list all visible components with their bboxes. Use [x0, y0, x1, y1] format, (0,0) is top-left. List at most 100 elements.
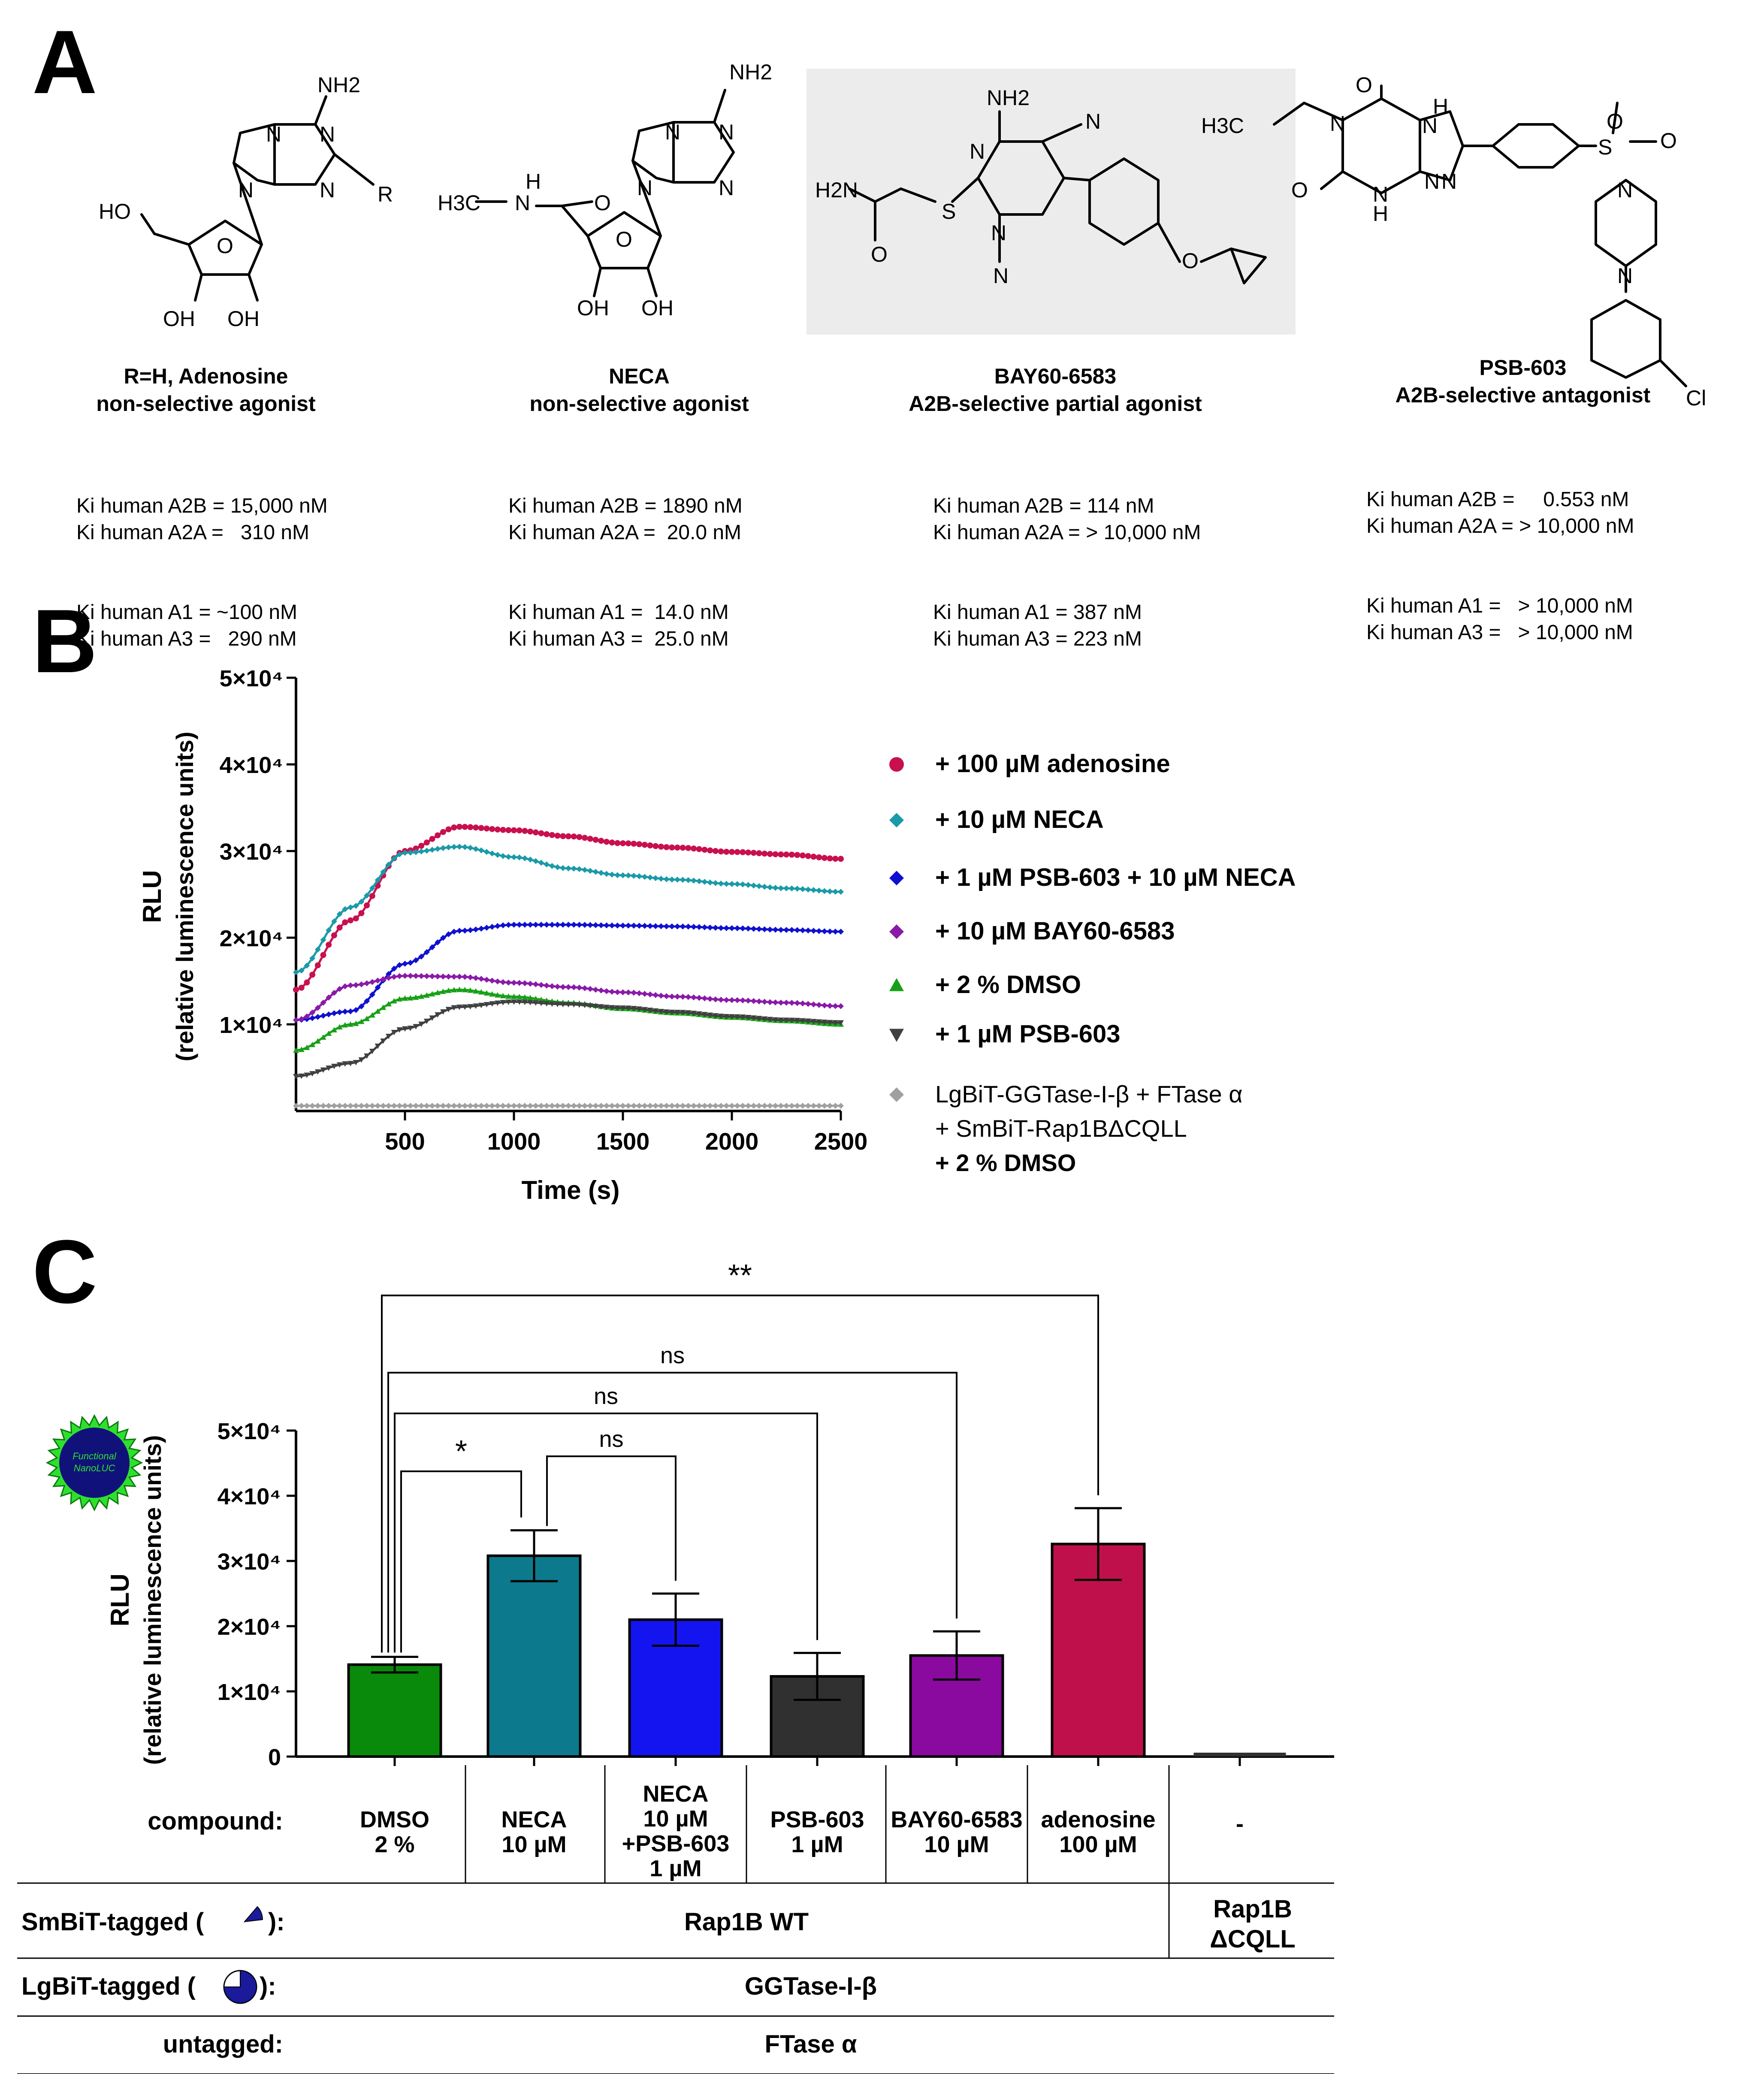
data-point	[462, 824, 468, 830]
significance-label: *	[455, 1434, 467, 1469]
data-point	[729, 997, 735, 1003]
data-point	[467, 1102, 474, 1109]
compound-row-label: compound:	[148, 1807, 283, 1835]
data-point	[304, 1045, 310, 1050]
data-point	[565, 865, 571, 872]
ki-list-psb: Ki human A2B = 0.553 nM Ki human A2A = > …	[1366, 488, 1634, 644]
data-point	[838, 856, 844, 862]
data-point	[805, 1001, 811, 1007]
data-point	[756, 1016, 762, 1021]
data-point	[636, 923, 643, 929]
data-point	[718, 1014, 724, 1019]
atom-label: N	[637, 176, 652, 200]
data-point	[478, 925, 484, 932]
data-point	[554, 864, 561, 870]
data-point	[788, 885, 795, 892]
ki-list-neca: Ki human A2B = 1890 nM Ki human A2A = 20.…	[508, 495, 743, 650]
data-point	[369, 1102, 375, 1109]
data-point	[680, 1010, 686, 1016]
data-point	[511, 1102, 517, 1109]
data-point	[800, 1018, 806, 1024]
data-point	[445, 973, 452, 980]
data-point	[549, 1001, 555, 1007]
y-tick-label: 2×10⁴	[217, 1614, 281, 1640]
data-point	[696, 1102, 702, 1109]
data-point	[734, 1014, 740, 1020]
data-point	[767, 851, 773, 857]
compound-cell-text: 10 µM	[643, 1806, 708, 1832]
data-point	[445, 844, 452, 851]
data-point	[691, 845, 697, 852]
data-point	[680, 845, 686, 851]
data-point	[298, 1073, 305, 1079]
data-point	[320, 999, 326, 1006]
data-point	[544, 982, 550, 989]
data-point	[423, 949, 430, 955]
data-point	[636, 841, 643, 848]
data-point	[511, 921, 517, 928]
atom-label: H2N	[815, 178, 858, 202]
atom-label: N	[970, 139, 985, 163]
data-point	[347, 1008, 353, 1014]
data-point	[554, 984, 561, 990]
data-point	[767, 1017, 773, 1023]
data-point	[516, 993, 523, 999]
legend-item: + 1 µM PSB-603	[889, 1020, 1121, 1048]
data-point	[456, 1102, 462, 1109]
data-point	[707, 847, 713, 854]
data-point	[336, 1009, 343, 1015]
data-point	[745, 882, 752, 888]
data-point	[587, 986, 593, 992]
data-point	[800, 1000, 806, 1007]
data-point	[734, 925, 740, 931]
data-point	[701, 1102, 708, 1109]
data-point	[538, 860, 544, 866]
legend-item: + 100 µM adenosine	[889, 750, 1170, 778]
data-point	[429, 846, 435, 853]
ki-list-bay: Ki human A2B = 114 nM Ki human A2A = > 10…	[933, 495, 1201, 650]
y-tick-label: 0	[268, 1745, 281, 1770]
data-point	[696, 924, 702, 930]
data-point	[712, 848, 719, 854]
data-point	[467, 1004, 474, 1010]
data-point	[320, 1012, 326, 1019]
atom-label: N	[320, 178, 335, 202]
data-point	[794, 1000, 800, 1006]
data-point	[772, 851, 779, 857]
data-point	[554, 833, 561, 839]
series-line	[293, 987, 844, 1053]
data-point	[429, 973, 435, 979]
data-point	[712, 1013, 719, 1019]
bar-group	[486, 1529, 582, 1758]
data-point	[429, 991, 435, 996]
data-point	[614, 989, 621, 995]
data-point	[788, 1017, 795, 1023]
data-point	[483, 825, 490, 832]
data-point	[418, 993, 425, 999]
data-point	[500, 827, 506, 833]
data-point	[592, 869, 599, 875]
data-point	[304, 963, 310, 969]
data-point	[778, 1102, 784, 1109]
data-point	[522, 921, 528, 928]
data-point	[783, 851, 789, 858]
data-point	[712, 924, 719, 931]
data-point	[320, 1067, 326, 1073]
data-point	[718, 880, 724, 887]
significance-label: ns	[599, 1426, 623, 1452]
data-point	[314, 1069, 321, 1075]
data-point	[342, 1008, 348, 1015]
atom-label: OH	[163, 307, 195, 331]
data-point	[772, 1017, 779, 1023]
atom-label: H	[526, 169, 541, 193]
data-point	[838, 888, 844, 895]
data-point	[532, 996, 539, 1001]
compound-cell-text: NECA	[643, 1781, 708, 1807]
data-point	[314, 1005, 321, 1011]
data-point	[641, 842, 648, 848]
data-point	[483, 976, 490, 983]
series-line	[293, 999, 844, 1080]
data-point	[342, 1061, 348, 1067]
data-point	[309, 1102, 316, 1109]
compound-cell-text: -	[1236, 1811, 1244, 1837]
